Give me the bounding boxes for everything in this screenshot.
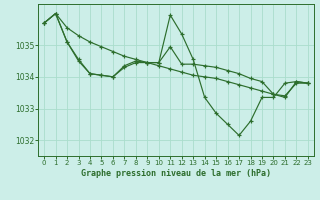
X-axis label: Graphe pression niveau de la mer (hPa): Graphe pression niveau de la mer (hPa): [81, 169, 271, 178]
